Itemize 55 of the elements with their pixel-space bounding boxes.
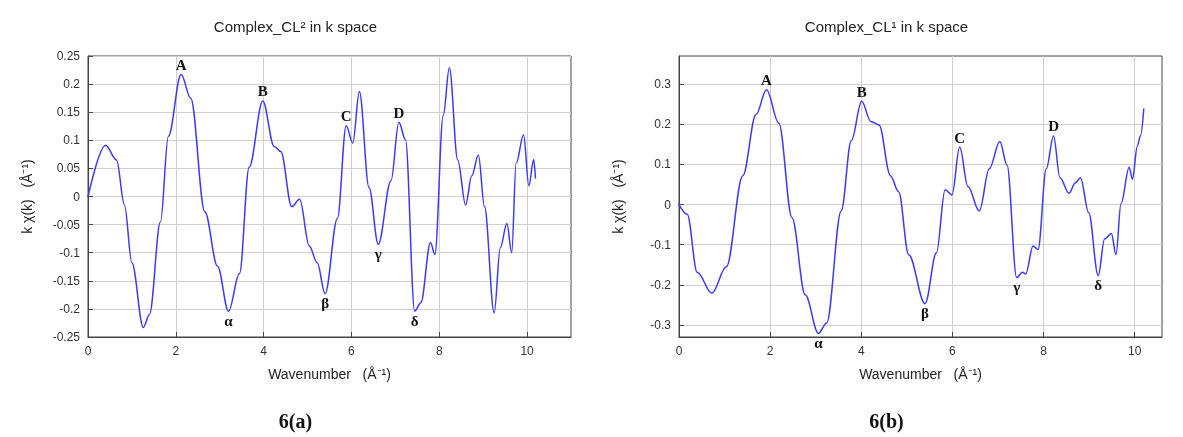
line-series: [678, 88, 1145, 335]
x-tick-label: 10: [1127, 344, 1142, 358]
annotation: α: [814, 334, 824, 351]
chart-title: Complex_CL² in k space: [213, 18, 378, 35]
x-tick-label: 6: [348, 344, 356, 358]
text: 6(b): [869, 410, 904, 433]
y-tick-label: 0.25: [56, 49, 81, 63]
annotation: C: [340, 108, 352, 125]
y-tick-label: 0.15: [56, 105, 81, 120]
annotation: D: [1048, 118, 1060, 135]
y-axis-title: k χ(k) (Å⁻¹): [610, 159, 626, 234]
y-tick-label: 0: [73, 189, 81, 204]
x-tick-label: 0: [675, 344, 683, 358]
y-tick-label: -0.25: [52, 330, 81, 344]
y-tick-label: 0.05: [56, 161, 81, 176]
x-axis-title: Wavenumber (Å⁻¹): [859, 366, 982, 382]
annotation: α: [224, 312, 234, 329]
chart-title: Complex_CL¹ in k space: [804, 18, 969, 35]
y-tick-label: -0.2: [650, 277, 672, 292]
y-tick-label: -0.1: [59, 245, 81, 260]
y-tick-label: 0.2: [63, 77, 81, 92]
x-tick-label: 0: [84, 344, 92, 358]
annotation: B: [856, 83, 867, 100]
x-axis-title: Wavenumber (Å⁻¹): [268, 366, 391, 382]
y-tick-label: -0.2: [59, 301, 81, 316]
y-tick-label: 0.1: [63, 133, 81, 148]
y-axis-title: k χ(k) (Å⁻¹): [19, 159, 35, 234]
annotation: D: [393, 104, 405, 121]
y-tick-label: -0.05: [52, 217, 81, 232]
text: 6(a): [278, 410, 313, 433]
y-tick-label: 0.3: [654, 77, 672, 92]
annotation: δ: [1094, 277, 1103, 294]
annotation: A: [761, 72, 773, 89]
x-tick-label: 8: [435, 344, 443, 358]
annotation: C: [954, 129, 966, 146]
annotation: γ: [373, 245, 382, 262]
x-tick-label: 2: [766, 344, 774, 358]
annotation: δ: [410, 312, 419, 329]
y-tick-label: -0.1: [650, 237, 672, 252]
x-tick-label: 6: [949, 344, 957, 358]
x-tick-label: 2: [172, 344, 180, 358]
x-tick-label: 10: [520, 344, 535, 358]
annotation: β: [921, 305, 930, 322]
annotation: A: [175, 57, 187, 74]
y-tick-label: -0.3: [650, 317, 672, 332]
y-tick-label: 0.2: [654, 117, 672, 132]
annotation: B: [257, 83, 268, 100]
y-tick-label: -0.15: [52, 273, 81, 288]
x-tick-label: 4: [857, 344, 865, 358]
y-tick-label: 0: [664, 197, 672, 212]
annotation: β: [321, 295, 330, 312]
annotation: γ: [1012, 279, 1021, 296]
x-tick-label: 8: [1040, 344, 1048, 358]
x-tick-label: 4: [260, 344, 268, 358]
y-tick-label: 0.1: [654, 157, 672, 172]
